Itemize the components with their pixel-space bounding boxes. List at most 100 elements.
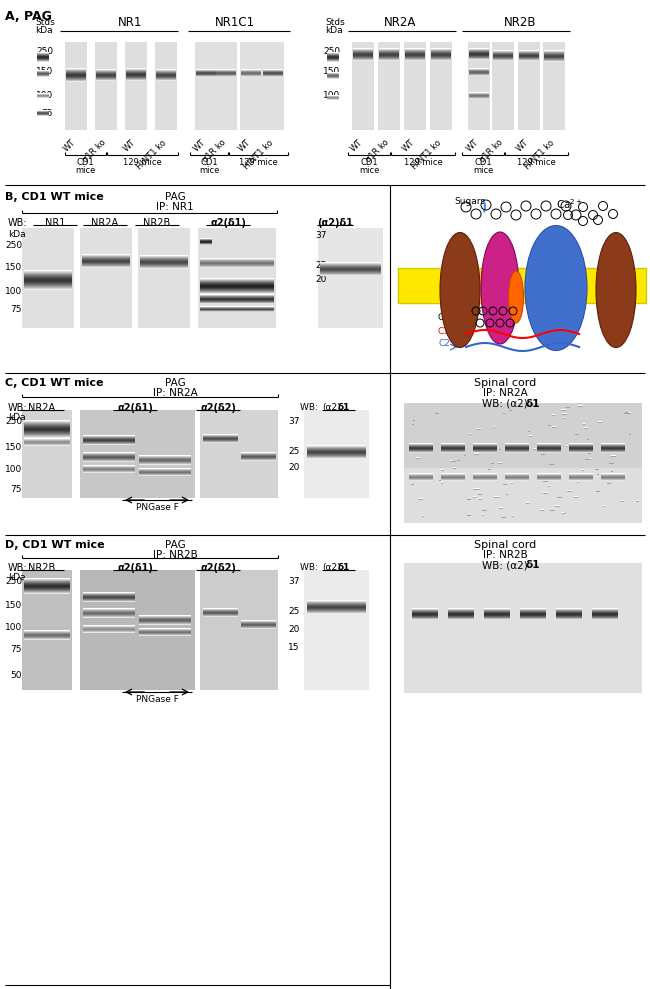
Text: (α2)δ1: (α2)δ1 [317,218,353,228]
Text: HINT1 ko: HINT1 ko [523,138,556,171]
Bar [262,42,284,130]
Ellipse shape [440,232,480,347]
Text: 129 mice: 129 mice [239,158,278,167]
Bar [215,42,237,130]
Text: 20: 20 [315,276,326,285]
Bar [22,570,72,690]
Text: WB:: WB: [8,403,27,413]
Text: HINT1 ko: HINT1 ko [135,138,168,171]
Text: NR2A: NR2A [92,218,118,228]
Ellipse shape [525,225,587,350]
Text: 75: 75 [10,646,22,655]
Text: NR2A/B: NR2A/B [551,272,560,308]
Text: NR1C1: NR1C1 [215,16,255,29]
Text: Stds: Stds [325,18,344,27]
Text: mice: mice [359,166,379,175]
Bar [318,228,383,328]
Text: WB:: WB: [300,563,320,572]
Text: 25: 25 [315,260,326,269]
Text: δ1: δ1 [338,563,350,572]
Text: A, PAG: A, PAG [5,10,52,23]
Text: 150: 150 [36,67,53,76]
Text: NMDAR:: NMDAR: [401,283,446,293]
Text: 150: 150 [323,67,340,76]
Bar [352,42,374,130]
Text: mice: mice [199,166,219,175]
Bar [80,410,195,498]
Bar [125,42,147,130]
Text: 250: 250 [5,417,22,426]
Text: (α2): (α2) [322,563,341,572]
Text: mice: mice [75,166,95,175]
Text: WT: WT [122,138,138,153]
Text: σ1R ko: σ1R ko [478,138,505,165]
Text: NR1: NR1 [118,16,142,29]
Text: IP: NR1: IP: NR1 [156,202,194,212]
Bar [200,570,278,690]
Bar [80,228,132,328]
Bar [22,228,74,328]
Text: WT: WT [401,138,417,153]
Text: 100: 100 [5,623,22,633]
Text: δ1: δ1 [338,403,350,412]
Text: 250: 250 [36,47,53,56]
Text: 37: 37 [315,230,326,239]
Text: α2(δ2): α2(δ2) [200,403,236,413]
Text: α2: α2 [493,281,507,291]
Text: PAG: PAG [164,192,185,202]
Text: CD1: CD1 [200,158,218,167]
Text: α2(δ1): α2(δ1) [210,218,246,228]
Text: 250: 250 [323,47,340,56]
Text: 129 mice: 129 mice [517,158,555,167]
Text: kDa: kDa [325,26,343,35]
Text: 250: 250 [5,578,22,586]
Text: kDa: kDa [8,573,25,582]
Text: 37: 37 [288,578,300,586]
Bar [398,268,646,303]
Text: 129 mice: 129 mice [123,158,161,167]
Text: 50: 50 [10,671,22,679]
Text: kDa: kDa [35,26,53,35]
Text: NR1: NR1 [45,218,65,228]
Text: 150: 150 [5,600,22,609]
Text: WT: WT [62,138,78,153]
Ellipse shape [508,271,523,323]
Bar [404,468,642,523]
Bar [404,42,426,130]
Text: IP: NR2A: IP: NR2A [482,388,527,398]
Bar [304,570,369,690]
Text: α2(δ1): α2(δ1) [117,563,153,573]
Text: WB: (α2): WB: (α2) [482,399,528,409]
Bar [404,403,642,523]
Text: 100: 100 [323,91,340,100]
Bar [304,410,369,498]
Text: NR2A: NR2A [384,16,416,29]
Bar [468,42,490,130]
Text: PAG: PAG [164,378,185,388]
Text: 150: 150 [5,263,22,273]
Text: Stds: Stds [35,18,55,27]
Text: mice: mice [473,166,493,175]
Text: PAG: PAG [164,540,185,550]
Text: WT: WT [349,138,365,153]
Text: NR1: NR1 [606,284,627,293]
Bar [404,563,642,693]
Ellipse shape [596,232,636,347]
Text: 75: 75 [10,486,22,494]
Text: Spinal cord: Spinal cord [474,540,536,550]
Text: α2(δ1): α2(δ1) [117,403,153,413]
Bar [430,42,452,130]
Text: WB:: WB: [8,218,27,228]
Text: δ1: δ1 [525,399,540,409]
Text: NR2B: NR2B [504,16,536,29]
Text: kDa: kDa [8,413,25,422]
Text: IP: NR2A: IP: NR2A [153,388,198,398]
Text: D, CD1 WT mice: D, CD1 WT mice [5,540,105,550]
Text: CD1: CD1 [76,158,94,167]
Text: WT: WT [237,138,253,153]
Bar [95,42,117,130]
Bar [155,42,177,130]
Text: HINT1 ko: HINT1 ko [410,138,443,171]
Bar [195,42,217,130]
Text: Sugars: Sugars [454,197,486,206]
